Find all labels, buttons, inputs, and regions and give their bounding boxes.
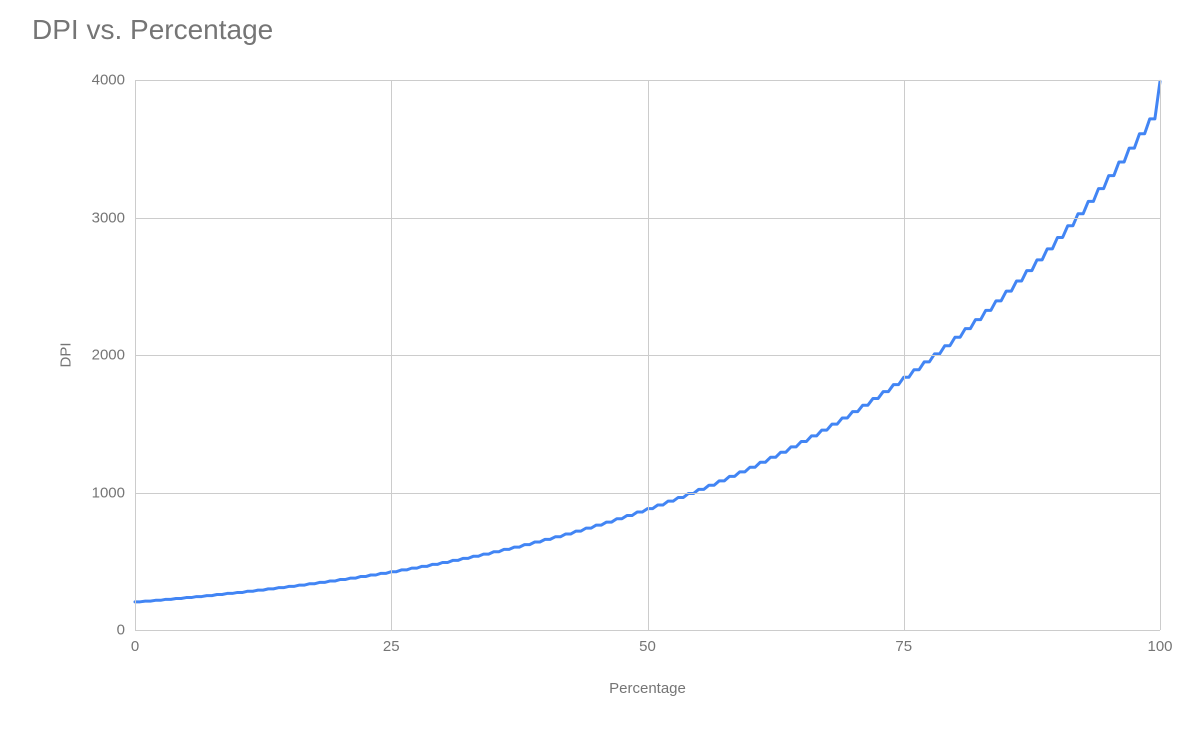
gridline-horizontal [135,218,1160,219]
x-tick-label: 50 [639,638,656,655]
x-tick-label: 75 [895,638,912,655]
gridline-vertical [1160,80,1161,630]
y-tick-label: 4000 [92,72,125,89]
gridline-horizontal [135,355,1160,356]
x-axis-label: Percentage [609,680,686,697]
x-tick-label: 0 [131,638,139,655]
y-tick-label: 1000 [92,484,125,501]
y-tick-label: 0 [117,622,125,639]
gridline-horizontal [135,493,1160,494]
gridline-horizontal [135,630,1160,631]
chart-title: DPI vs. Percentage [32,14,273,46]
y-tick-label: 3000 [92,209,125,226]
x-tick-label: 25 [383,638,400,655]
gridline-horizontal [135,80,1160,81]
x-tick-label: 100 [1147,638,1172,655]
plot-area: 025507510001000200030004000 [135,80,1160,630]
chart-container: DPI vs. Percentage 025507510001000200030… [0,0,1200,742]
y-axis-label: DPI [58,342,75,367]
y-tick-label: 2000 [92,347,125,364]
